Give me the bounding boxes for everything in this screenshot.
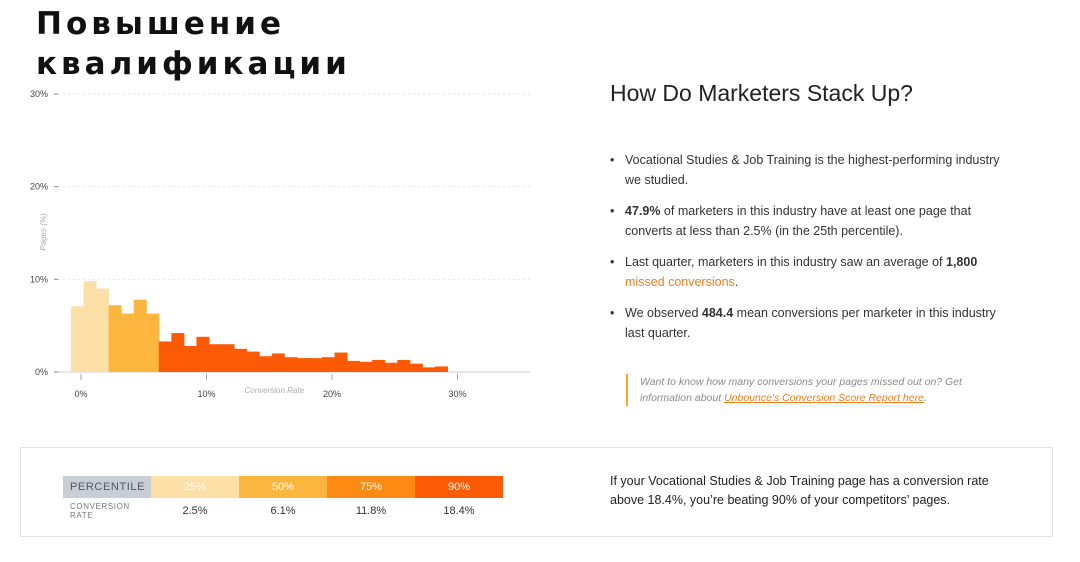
page-title-line-2: квалификации xyxy=(36,46,351,82)
x-tick-label: 20% xyxy=(323,389,341,399)
histogram-bar xyxy=(359,361,373,372)
page-title-line-1: Повышение xyxy=(36,6,286,42)
y-tick-label: 10% xyxy=(30,274,48,284)
histogram-bar xyxy=(196,336,210,372)
x-tick-label: 0% xyxy=(74,389,87,399)
histogram-bar xyxy=(183,346,197,372)
histogram-bar xyxy=(221,344,235,372)
finding-value: 47.9% xyxy=(625,204,661,218)
finding-text: Last quarter, marketers in this industry… xyxy=(625,255,946,269)
callout-text: Want to know how many conversions your p… xyxy=(640,376,962,404)
conversion-rate-cell: 6.1% xyxy=(270,505,296,517)
histogram-bar xyxy=(246,351,260,372)
finding-value: 484.4 xyxy=(701,306,734,320)
callout-note: Want to know how many conversions your p… xyxy=(626,374,980,406)
histogram-bar xyxy=(96,288,110,372)
histogram-bar xyxy=(422,367,436,372)
histogram-bar xyxy=(158,341,172,372)
percentile-cell: 25% xyxy=(151,476,239,498)
finding-text: We observed xyxy=(625,306,702,320)
histogram-bar xyxy=(108,305,122,372)
conversion-rate-cell: 2.5% xyxy=(182,505,208,517)
x-axis-label: Conversion Rate xyxy=(244,386,304,395)
y-tick-label: 0% xyxy=(35,367,48,377)
finding-item: 47.9% of marketers in this industry have… xyxy=(608,201,1008,241)
histogram-bar xyxy=(133,299,147,372)
finding-text: Vocational Studies & Job Training is the… xyxy=(625,153,1000,187)
histogram-bar xyxy=(83,281,97,372)
histogram-bar xyxy=(271,353,285,372)
finding-item: We observed 484.4 mean conversions per m… xyxy=(608,303,1008,343)
percentile-cell: 50% xyxy=(239,476,327,498)
conversion-rate-cell: 11.8% xyxy=(355,505,387,517)
percentile-header-row: PERCENTILE 25% 50% 75% 90% xyxy=(63,476,503,498)
histogram-bar xyxy=(121,313,135,372)
finding-text: mean conversions per marketer in this in… xyxy=(625,306,996,340)
histogram-bar xyxy=(434,366,448,372)
histogram-bar xyxy=(296,358,310,372)
percentile-box xyxy=(20,447,1053,537)
histogram-bar xyxy=(284,357,298,372)
histogram-bar xyxy=(309,358,323,372)
conversion-rate-cell: 18.4% xyxy=(443,505,475,517)
page-title: Повышение квалификации xyxy=(36,4,351,84)
histogram-bar xyxy=(372,359,386,372)
histogram-bar xyxy=(334,352,348,372)
finding-text: of marketers in this industry have at le… xyxy=(625,204,972,238)
histogram-bar xyxy=(234,348,248,372)
conversion-histogram: 0% 10% 20% 30% 0% 10% 20% 30% Conversion Rate Pag… xyxy=(30,89,530,399)
percentile-cell: 90% xyxy=(415,476,503,498)
callout-text: . xyxy=(923,392,927,404)
conversion-rate-label: CONVERSION RATE xyxy=(70,502,130,520)
conversion-score-report-link[interactable]: Unbounce's Conversion Score Report here xyxy=(724,392,924,404)
histogram-bar xyxy=(146,313,160,372)
histogram-bar xyxy=(70,306,85,372)
finding-text: . xyxy=(734,275,739,289)
histogram-bar xyxy=(347,360,361,372)
histogram-bar xyxy=(397,359,411,372)
histogram-bar xyxy=(409,363,423,372)
y-tick-label: 20% xyxy=(30,182,48,192)
histogram-bar xyxy=(321,357,336,372)
histogram-bar xyxy=(259,356,273,372)
finding-item: Last quarter, marketers in this industry… xyxy=(608,252,1008,292)
x-tick-label: 30% xyxy=(448,389,466,399)
percentile-table: PERCENTILE 25% 50% 75% 90% CONVERSION RA… xyxy=(63,476,503,524)
panel-heading: How Do Marketers Stack Up? xyxy=(610,80,913,106)
finding-value: 1,800 xyxy=(946,255,978,269)
conversion-rate-row: CONVERSION RATE 2.5% 6.1% 11.8% 18.4% xyxy=(63,498,503,524)
percentile-header-label: PERCENTILE xyxy=(63,476,151,498)
missed-conversions-label: missed conversions xyxy=(625,275,735,289)
summary-text: If your Vocational Studies & Job Trainin… xyxy=(610,474,989,507)
histogram-bar xyxy=(209,344,223,372)
percentile-cell: 75% xyxy=(327,476,415,498)
finding-item: Vocational Studies & Job Training is the… xyxy=(608,150,1008,190)
y-tick-label: 30% xyxy=(30,89,48,99)
findings-list: Vocational Studies & Job Training is the… xyxy=(608,150,1008,354)
histogram-bar xyxy=(384,362,398,372)
histogram-bar xyxy=(171,333,185,372)
x-tick-label: 10% xyxy=(197,389,215,399)
y-axis-label: Pages (%) xyxy=(39,213,48,251)
